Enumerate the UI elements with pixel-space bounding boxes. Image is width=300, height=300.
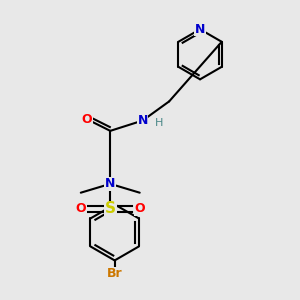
Text: O: O [134,202,145,215]
Text: S: S [105,201,116,216]
Text: O: O [76,202,86,215]
Text: Br: Br [107,267,122,280]
Text: H: H [154,118,163,128]
Text: N: N [195,23,205,36]
Text: O: O [81,112,92,126]
Text: N: N [105,177,116,190]
Text: N: N [137,114,148,127]
